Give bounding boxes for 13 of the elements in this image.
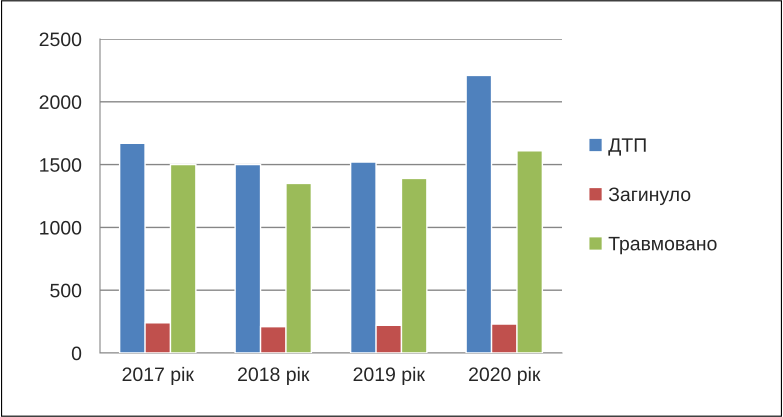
y-tick-label: 2000: [40, 95, 82, 110]
y-tick-label: 0: [72, 346, 82, 360]
y-tick-label: 1500: [40, 158, 82, 172]
legend-label: Травмовано: [608, 236, 717, 254]
x-tick-label: 2020 рік: [469, 366, 540, 386]
y-tick-label: 2500: [40, 32, 82, 46]
y-tick-label: 500: [50, 284, 82, 298]
y-tick-label: 1000: [40, 220, 82, 235]
x-tick-label: 2017 рік: [122, 366, 194, 386]
legend-label: Загинуло: [608, 187, 690, 206]
legend-label: ДТП: [608, 138, 646, 156]
x-tick-label: 2018 рік: [238, 366, 310, 386]
x-tick-label: 2019 рік: [354, 366, 425, 386]
